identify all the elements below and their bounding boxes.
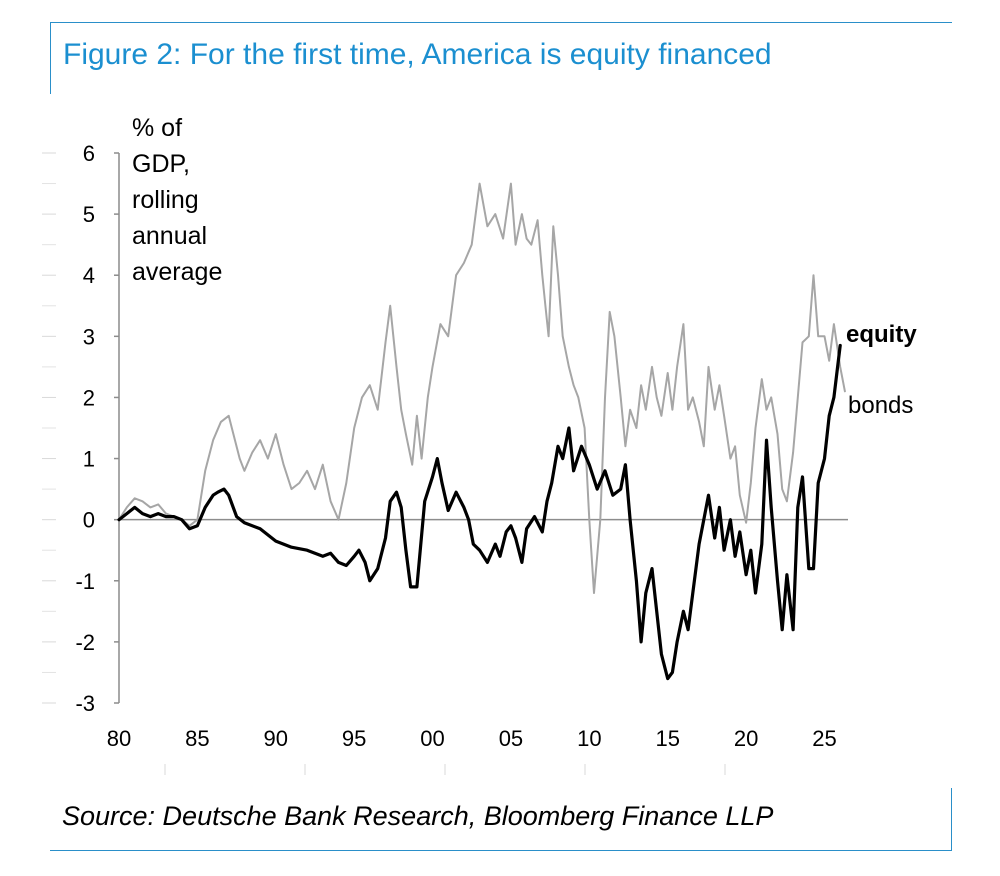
y-tick-label: 1 xyxy=(83,447,95,472)
source-note: Source: Deutsche Bank Research, Bloomber… xyxy=(62,801,774,831)
y-tick-label: 3 xyxy=(83,324,95,349)
y-axis-label: % of GDP, rolling annual average xyxy=(132,114,222,286)
x-tick-label: 80 xyxy=(107,726,131,751)
bonds-series-label: bonds xyxy=(848,392,913,419)
series-labels: equity bonds xyxy=(846,321,917,419)
y-axis-label-line: GDP, xyxy=(132,150,190,178)
y-tick-label: 0 xyxy=(83,508,95,533)
y-tick-label: 6 xyxy=(83,141,95,166)
equity-series-label: equity xyxy=(846,321,917,348)
y-axis-label-line: average xyxy=(132,258,222,286)
y-axis-label-line: % of xyxy=(132,114,182,142)
frame-left-rule xyxy=(50,22,51,94)
y-tick-label: -1 xyxy=(75,569,95,594)
x-tick-label: 00 xyxy=(420,726,444,751)
x-tick-label: 85 xyxy=(185,726,209,751)
x-tick-label: 10 xyxy=(577,726,601,751)
y-axis-label-line: rolling xyxy=(132,186,199,214)
x-tick-label: 05 xyxy=(499,726,523,751)
bonds-series-line xyxy=(118,182,846,594)
y-tick-label: 5 xyxy=(83,202,95,227)
y-tick-label: 2 xyxy=(83,385,95,410)
equity-series-line xyxy=(117,343,842,681)
y-tick-label: -3 xyxy=(75,691,95,716)
y-tick-label: 4 xyxy=(83,263,95,288)
x-tick-label: 95 xyxy=(342,726,366,751)
figure-title: Figure 2: For the first time, America is… xyxy=(63,38,772,71)
x-tick-label: 20 xyxy=(734,726,758,751)
series-lines xyxy=(117,182,846,681)
y-axis-label-line: annual xyxy=(132,222,207,250)
frame-bottom-rule xyxy=(50,850,952,851)
frame-right-rule xyxy=(951,788,952,850)
frame-top-rule xyxy=(50,22,952,23)
x-tick-label: 90 xyxy=(264,726,288,751)
x-tick-label: 15 xyxy=(655,726,679,751)
y-tick-label: -2 xyxy=(75,630,95,655)
x-tick-label: 25 xyxy=(812,726,836,751)
